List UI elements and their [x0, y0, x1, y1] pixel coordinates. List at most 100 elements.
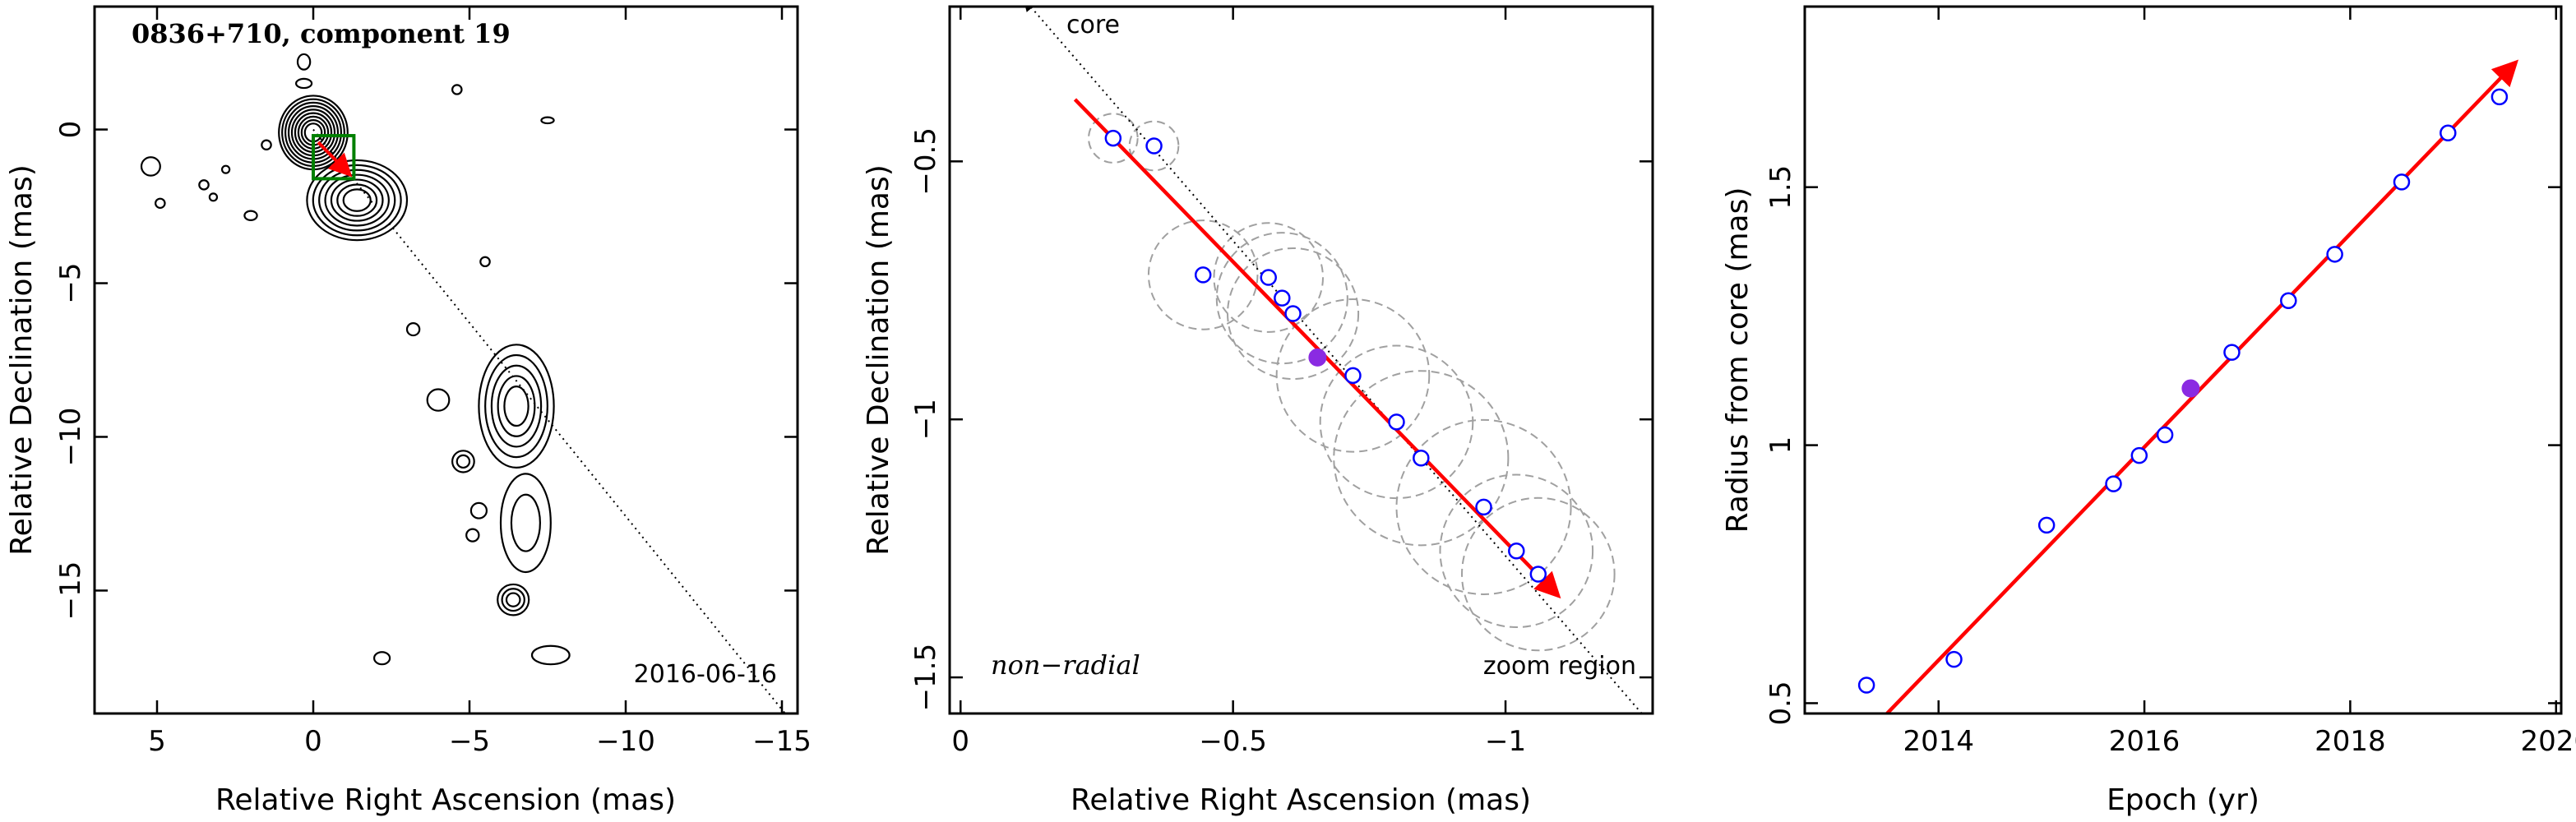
radius-point-5: [2156, 426, 2174, 444]
contour-11-level-0: [373, 651, 391, 666]
radius-point-8: [2326, 246, 2343, 263]
y-tick-label-3-0: 0.5: [1764, 681, 1797, 725]
component-size-circle-8: [1333, 370, 1510, 547]
position-point-8: [1413, 450, 1430, 467]
contour-7-level-0: [451, 450, 475, 473]
contour-2-level-4: [503, 386, 530, 427]
jet-axis-line: [312, 128, 787, 713]
core-direction-line: [1023, 7, 1643, 713]
position-point-3: [1260, 269, 1277, 286]
fit-trajectory-arrow: [1073, 98, 1561, 599]
contour-4-level-2: [505, 592, 521, 607]
contour-plot-area: [140, 53, 787, 713]
contour-19-level-0: [198, 179, 210, 191]
contour-10-level-0: [405, 322, 421, 337]
x-tick-label-3-0: 2014: [1903, 725, 1974, 758]
contour-1-level-3: [324, 173, 390, 227]
contour-5-level-0: [530, 644, 571, 666]
zoom-region-box: [312, 134, 356, 181]
panel1-motion-arrow: [317, 141, 353, 178]
panel1-x-axis-label: Relative Right Ascension (mas): [215, 783, 676, 817]
contour-17-level-0: [540, 116, 555, 125]
contour-16-level-0: [451, 84, 463, 95]
radius-point-3: [2105, 475, 2122, 492]
radius-point-0: [1857, 677, 1875, 694]
current-epoch-point: [1308, 348, 1327, 367]
position-point-7: [1388, 413, 1405, 431]
contour-2-level-0: [478, 344, 555, 469]
y-tick-label-2-0: −0.5: [909, 127, 942, 196]
contour-20-level-0: [220, 164, 231, 174]
contour-1-level-1: [312, 164, 402, 237]
component-size-circle-10: [1439, 473, 1594, 629]
observation-date-label: 2016-06-16: [634, 660, 777, 689]
contour-map-panel: 5 0 −5 −10 −15 0 −5 −10 −15 0836+710, component …: [5, 5, 812, 817]
contour-1-level-0: [306, 159, 409, 242]
contour-1-level-6: [342, 188, 372, 212]
x-tick-label-3-1: 2016: [2109, 725, 2181, 758]
panel1-title: 0836+710, component 19: [132, 18, 511, 49]
component-size-circle-9: [1395, 418, 1572, 595]
x-tick-label-1-4: −15: [752, 725, 812, 758]
position-point-2: [1194, 266, 1212, 284]
x-tick-label-2-0: 0: [951, 725, 969, 758]
trajectory-zoom-panel: 0 −0.5 −1 −0.5 −1 −1.5 core non−radial zoom r…: [862, 5, 1654, 817]
contour-7-level-1: [456, 454, 471, 469]
radius-point-2: [2037, 516, 2056, 534]
radius-point-10: [2440, 124, 2457, 142]
y-tick-label-1-2: −10: [54, 408, 87, 467]
contour-15-level-0: [261, 139, 272, 150]
contour-12-level-0: [479, 256, 491, 268]
position-point-5: [1284, 305, 1302, 322]
position-point-6: [1344, 367, 1362, 385]
x-tick-label-2-2: −1: [1485, 725, 1526, 758]
y-tick-label-1-0: 0: [54, 121, 87, 139]
contour-2-level-2: [490, 364, 543, 448]
y-tick-label-3-2: 1.5: [1764, 165, 1797, 210]
contour-23-level-0: [208, 192, 219, 202]
position-point-1: [1145, 137, 1163, 155]
contour-22-level-0: [243, 210, 258, 221]
y-tick-label-1-3: −15: [54, 561, 87, 621]
contour-9-level-0: [465, 528, 480, 543]
x-tick-label-1-1: 0: [304, 725, 322, 758]
contour-2-level-3: [497, 375, 536, 437]
radius-point-6: [2223, 344, 2241, 361]
contour-14-level-0: [295, 77, 313, 90]
x-tick-label-1-3: −10: [596, 725, 655, 758]
zoom-region-label: zoom region: [1483, 652, 1636, 681]
y-tick-label-1-1: −5: [54, 262, 87, 303]
component-size-circle-5: [1227, 247, 1360, 381]
x-tick-label-1-0: 5: [148, 725, 166, 758]
trajectory-plot-area: [1023, 7, 1643, 713]
radius-point-7: [2280, 292, 2297, 310]
contour-8-level-0: [469, 501, 488, 520]
contour-6-level-0: [426, 388, 451, 412]
radius-point-4: [2130, 446, 2148, 464]
linear-fit-arrow: [1885, 59, 2519, 713]
contour-4-level-1: [501, 588, 525, 612]
position-point-11: [1529, 566, 1547, 583]
component-size-circle-3: [1213, 222, 1325, 333]
contour-13-level-0: [296, 53, 312, 71]
contour-3-level-1: [510, 493, 541, 552]
contour-1-level-4: [330, 178, 384, 222]
current-epoch-radius-point: [2181, 379, 2200, 398]
y-tick-label-2-1: −1: [909, 399, 942, 440]
component-size-circle-11: [1461, 496, 1616, 652]
panel3-frame: [1803, 5, 2563, 715]
position-point-10: [1508, 543, 1525, 560]
radius-plot-area: [1857, 59, 2519, 713]
core-direction-label: core: [1066, 11, 1120, 39]
radius-point-11: [2490, 88, 2509, 106]
contour-21-level-0: [155, 197, 166, 210]
position-point-0: [1104, 129, 1122, 147]
panel3-x-axis-label: Epoch (yr): [2107, 783, 2259, 817]
radius-point-9: [2393, 173, 2411, 191]
x-tick-label-3-2: 2018: [2315, 725, 2386, 758]
contour-18-level-0: [140, 156, 161, 177]
